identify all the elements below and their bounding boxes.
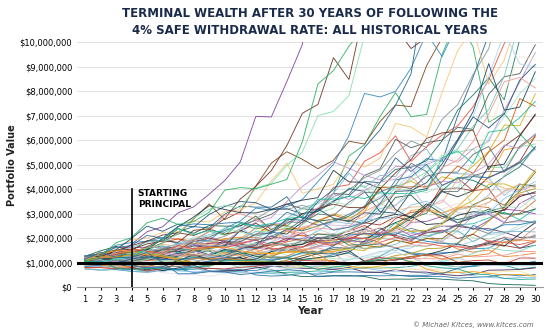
- Text: © Michael Kitces, www.kitces.com: © Michael Kitces, www.kitces.com: [412, 322, 534, 328]
- X-axis label: Year: Year: [297, 307, 323, 316]
- Y-axis label: Portfolio Value: Portfolio Value: [7, 124, 17, 206]
- Text: STARTING
PRINCIPAL: STARTING PRINCIPAL: [138, 189, 191, 209]
- Title: TERMINAL WEALTH AFTER 30 YEARS OF FOLLOWING THE
4% SAFE WITHDRAWAL RATE: ALL HIS: TERMINAL WEALTH AFTER 30 YEARS OF FOLLOW…: [122, 7, 498, 37]
